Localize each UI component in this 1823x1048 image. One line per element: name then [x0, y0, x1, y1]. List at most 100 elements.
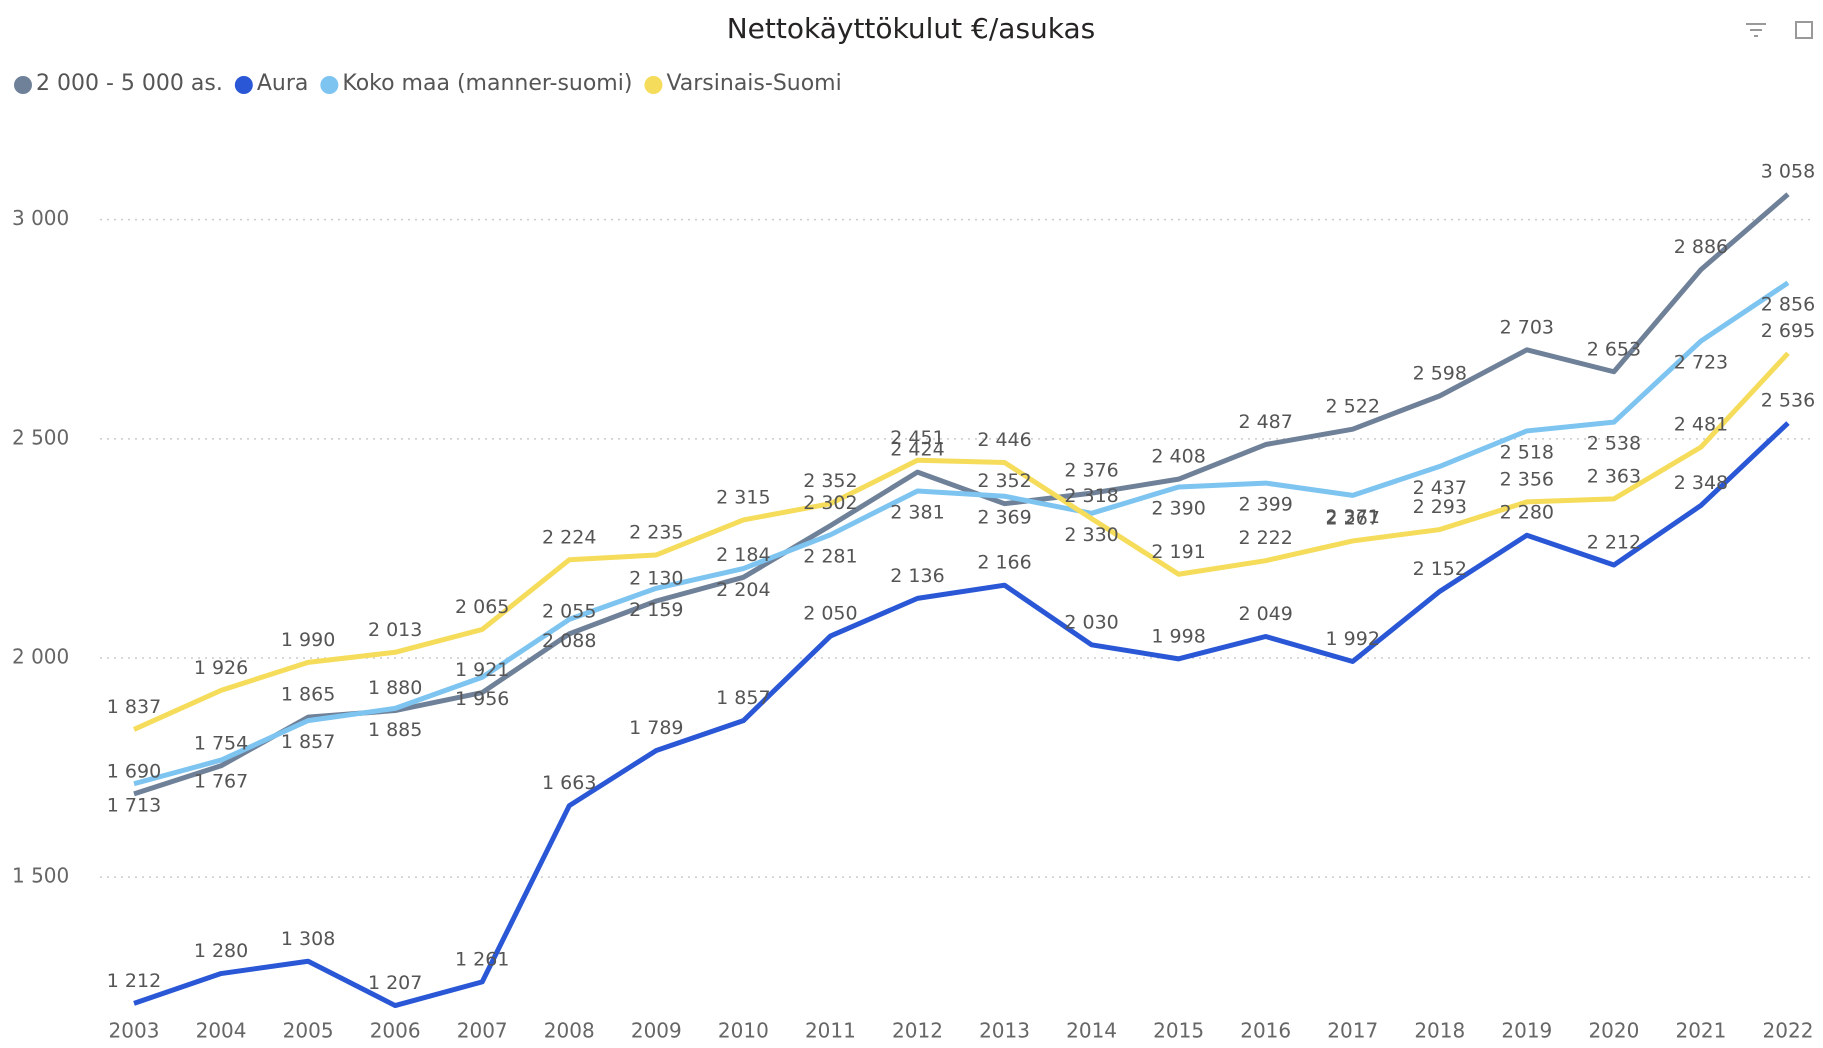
data-label: 2 166	[977, 552, 1031, 574]
data-label: 2 348	[1674, 472, 1728, 494]
data-label: 1 857	[716, 687, 770, 709]
data-label: 2 703	[1500, 316, 1554, 338]
data-label: 2 212	[1587, 532, 1641, 554]
x-tick-label: 2006	[370, 1019, 421, 1043]
data-label: 1 998	[1151, 625, 1205, 647]
y-tick-label: 2 500	[12, 425, 69, 449]
legend-label: Varsinais-Suomi	[666, 71, 841, 96]
data-label: 2 363	[1587, 465, 1641, 487]
legend-swatch	[14, 76, 32, 94]
data-label: 1 754	[194, 732, 248, 754]
filter-icon[interactable]	[1746, 23, 1766, 37]
legend-swatch	[234, 76, 253, 94]
data-label: 2 451	[890, 427, 944, 449]
x-tick-label: 2018	[1414, 1019, 1465, 1043]
data-label: 2 536	[1761, 390, 1815, 412]
x-tick-label: 2009	[631, 1019, 682, 1043]
data-label: 1 207	[368, 972, 422, 994]
x-tick-label: 2014	[1066, 1019, 1117, 1043]
data-label: 1 261	[455, 948, 509, 970]
data-label: 2 235	[629, 521, 683, 543]
x-tick-label: 2004	[196, 1019, 247, 1043]
data-label: 1 713	[107, 794, 161, 816]
x-tick-label: 2007	[457, 1019, 508, 1043]
data-label: 2 352	[977, 470, 1031, 492]
data-label: 1 857	[281, 731, 335, 753]
data-label: 2 050	[803, 603, 857, 625]
data-label: 2 222	[1238, 527, 1292, 549]
data-label: 2 030	[1064, 611, 1118, 633]
data-label: 2 184	[716, 544, 770, 566]
legend-swatch	[644, 76, 663, 94]
data-label: 1 789	[629, 717, 683, 739]
data-label: 2 159	[629, 599, 683, 621]
legend-label: 2 000 - 5 000 as.	[36, 71, 223, 96]
data-label: 2 390	[1151, 498, 1205, 520]
data-label: 2 130	[629, 567, 683, 589]
data-label: 2 055	[542, 600, 596, 622]
data-label: 2 356	[1500, 468, 1554, 490]
x-tick-label: 2019	[1501, 1019, 1552, 1043]
x-tick-label: 2022	[1763, 1019, 1814, 1043]
legend-swatch	[320, 76, 339, 94]
data-label: 2 191	[1151, 541, 1205, 563]
data-label: 2 281	[803, 545, 857, 567]
y-tick-label: 3 000	[12, 206, 69, 230]
x-tick-label: 2008	[544, 1019, 595, 1043]
data-label: 1 690	[107, 760, 161, 782]
data-label: 2 408	[1151, 446, 1205, 468]
data-label: 1 880	[368, 677, 422, 699]
data-label: 1 212	[107, 970, 161, 992]
data-label: 3 058	[1761, 161, 1815, 183]
data-label: 1 885	[368, 719, 422, 741]
data-label: 2 399	[1238, 494, 1292, 516]
data-label: 2 315	[716, 486, 770, 508]
series-line	[133, 421, 1790, 1009]
data-label: 2 598	[1413, 362, 1467, 384]
data-label: 2 088	[542, 630, 596, 652]
x-tick-label: 2010	[718, 1019, 769, 1043]
legend-label: Aura	[257, 71, 309, 96]
data-label: 2 538	[1587, 433, 1641, 455]
data-label: 1 956	[455, 688, 509, 710]
data-label: 1 308	[281, 928, 335, 950]
x-tick-label: 2013	[979, 1019, 1030, 1043]
series-line	[133, 280, 1790, 787]
data-label: 1 921	[455, 659, 509, 681]
data-label: 2 487	[1238, 411, 1292, 433]
header-icons[interactable]	[1746, 21, 1813, 39]
data-label: 2 330	[1064, 524, 1118, 546]
y-tick-label: 1 500	[12, 864, 69, 888]
legend-item: Koko maa (manner-suomi)	[320, 71, 632, 96]
data-label: 2 352	[803, 470, 857, 492]
data-label: 1 280	[194, 940, 248, 962]
x-tick-label: 2020	[1588, 1019, 1639, 1043]
legend-label: Koko maa (manner-suomi)	[342, 71, 632, 96]
data-label: 2 302	[803, 492, 857, 514]
legend-item: Aura	[234, 71, 309, 96]
series-line	[132, 351, 1790, 732]
data-label: 2 856	[1761, 293, 1815, 315]
data-label: 2 152	[1413, 558, 1467, 580]
x-tick-label: 2005	[283, 1019, 334, 1043]
data-label: 1 837	[107, 696, 161, 718]
x-tick-label: 2003	[109, 1019, 160, 1043]
focus-icon[interactable]	[1795, 21, 1813, 39]
data-label: 1 992	[1326, 628, 1380, 650]
data-label: 2 224	[542, 526, 596, 548]
data-label: 2 318	[1064, 485, 1118, 507]
legend-item: 2 000 - 5 000 as.	[14, 71, 223, 96]
data-label: 2 522	[1326, 396, 1380, 418]
data-label: 2 437	[1413, 477, 1467, 499]
data-label: 2 371	[1326, 506, 1380, 528]
data-label: 2 695	[1761, 320, 1815, 342]
data-label: 2 481	[1674, 414, 1728, 436]
data-label: 1 926	[194, 657, 248, 679]
data-label: 2 886	[1674, 236, 1728, 258]
data-label: 2 381	[890, 501, 944, 523]
x-tick-label: 2015	[1153, 1019, 1204, 1043]
data-label: 2 136	[890, 565, 944, 587]
data-label: 2 653	[1587, 338, 1641, 360]
